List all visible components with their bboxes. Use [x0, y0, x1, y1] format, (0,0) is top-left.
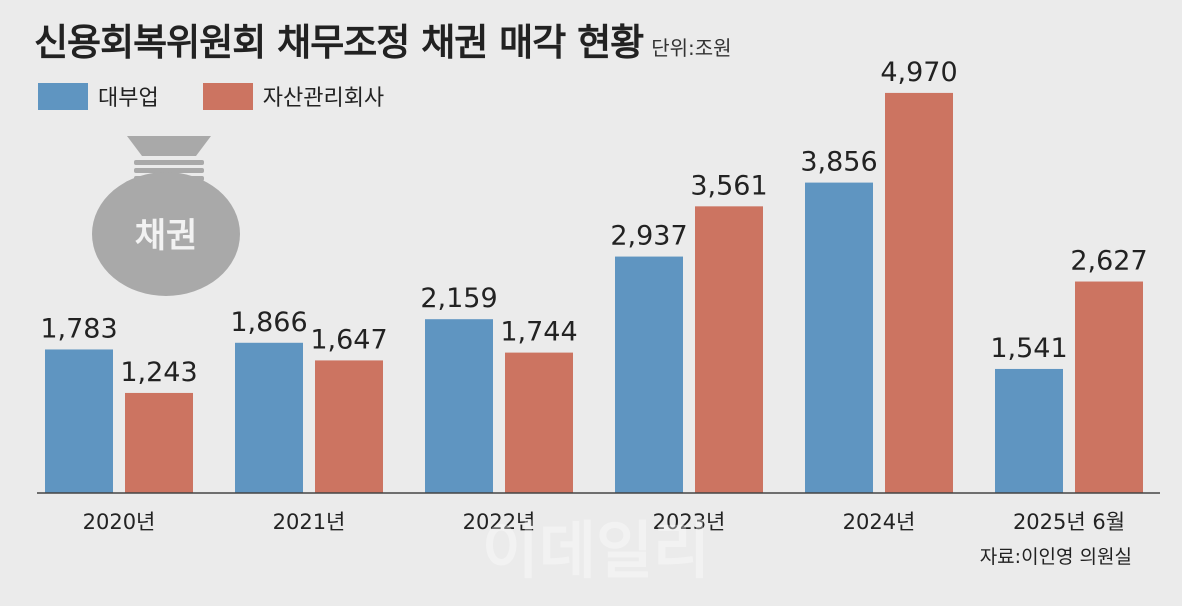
x-tick-label-5: 2025년 6월 — [1013, 510, 1125, 534]
value-label-b-2: 1,744 — [500, 317, 577, 348]
bars-group — [45, 92, 1143, 494]
legend-swatch-a — [38, 82, 88, 110]
title-text: 신용회복위원회 채무조정 채권 매각 현황 — [34, 21, 644, 64]
legend-item-b: 자산관리회사 — [202, 80, 385, 112]
bar-b-3 — [695, 206, 763, 494]
value-label-a-0: 1,783 — [40, 313, 117, 344]
bar-b-5 — [1075, 281, 1143, 493]
bar-a-4 — [805, 182, 873, 494]
value-label-b-3: 3,561 — [690, 170, 767, 201]
bar-a-2 — [425, 319, 493, 493]
value-label-b-5: 2,627 — [1070, 246, 1147, 277]
money-bag-icon: 채권 — [92, 136, 240, 296]
legend-item-a: 대부업 — [38, 80, 159, 112]
x-tick-label-2: 2022년 — [463, 510, 536, 534]
x-tick-label-4: 2024년 — [843, 510, 916, 534]
legend-label-b: 자산관리회사 — [262, 86, 385, 111]
bar-b-0 — [125, 392, 193, 493]
value-label-a-2: 2,159 — [420, 283, 497, 314]
bar-a-1 — [235, 342, 303, 493]
value-label-a-1: 1,866 — [230, 307, 307, 338]
bar-b-1 — [315, 360, 383, 493]
x-tick-labels-group: 2020년 2021년 2022년 2023년 2024년 2025년 6월 — [83, 510, 1125, 534]
value-label-a-3: 2,937 — [610, 221, 687, 252]
value-label-b-0: 1,243 — [120, 357, 197, 388]
legend-label-a: 대부업 — [98, 86, 159, 111]
unit-label: 단위:조원 — [651, 36, 732, 60]
money-bag-label: 채권 — [135, 216, 198, 256]
x-tick-label-1: 2021년 — [273, 510, 346, 534]
bar-a-3 — [615, 256, 683, 493]
bar-a-0 — [45, 349, 113, 493]
bar-b-4 — [885, 92, 953, 493]
value-label-b-1: 1,647 — [310, 324, 387, 355]
legend: 대부업 자산관리회사 — [38, 80, 428, 112]
chart-title: 신용회복위원회 채무조정 채권 매각 현황 단위:조원 — [34, 12, 732, 66]
bar-b-2 — [505, 352, 573, 493]
bar-a-5 — [995, 368, 1063, 493]
x-tick-label-3: 2023년 — [653, 510, 726, 534]
value-label-b-4: 4,970 — [880, 57, 957, 88]
watermark: 이데일리 — [482, 514, 710, 587]
legend-swatch-b — [202, 82, 253, 110]
source-note: 자료:이인영 의원실 — [979, 546, 1132, 568]
value-label-a-5: 1,541 — [990, 333, 1067, 364]
x-tick-label-0: 2020년 — [83, 510, 156, 534]
value-label-a-4: 3,856 — [800, 147, 877, 178]
